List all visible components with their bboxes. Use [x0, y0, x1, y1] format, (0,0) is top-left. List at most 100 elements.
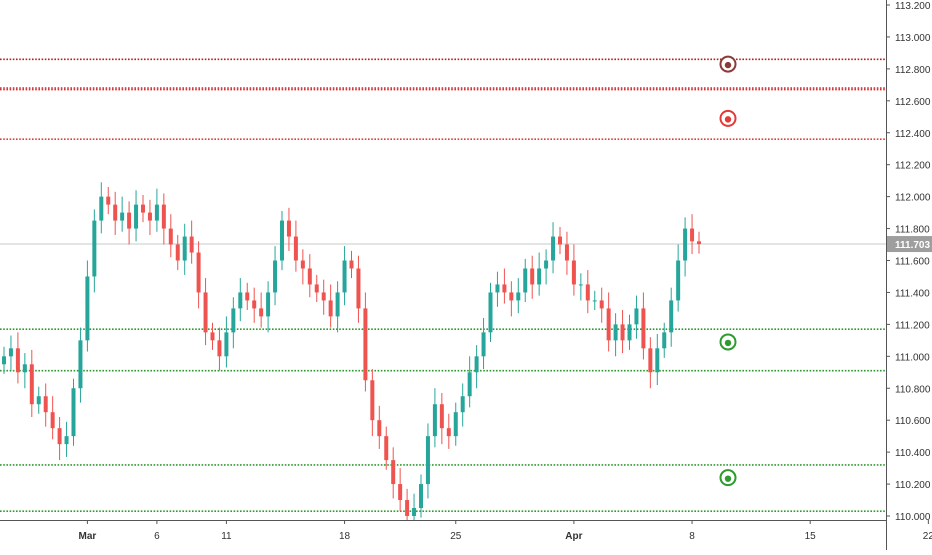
candle-body [599, 300, 604, 309]
candle [564, 231, 569, 275]
price-tick-label: 110.200 [895, 480, 931, 491]
candle [168, 214, 173, 258]
candle-body [502, 284, 507, 293]
candle [78, 327, 83, 403]
candle-body [370, 380, 375, 421]
candle [252, 287, 257, 323]
candle [2, 346, 6, 374]
candle-body [22, 364, 27, 373]
candle [189, 220, 194, 264]
candle-body [43, 396, 48, 413]
candle [134, 190, 139, 242]
candle-body [120, 212, 125, 221]
candle [467, 356, 472, 408]
candle [245, 282, 250, 311]
candle-body [2, 356, 6, 365]
candle [57, 416, 62, 461]
candle [203, 278, 208, 346]
candle [175, 234, 180, 271]
candle [71, 378, 76, 446]
candle [22, 353, 27, 389]
candles [2, 182, 701, 532]
candle-body [356, 268, 361, 309]
price-tick-label: 111.000 [895, 352, 930, 363]
candle-body [259, 308, 264, 317]
candle-body [15, 348, 20, 373]
candle [439, 393, 444, 445]
candle [530, 255, 535, 299]
time-tick-label: 18 [339, 531, 351, 542]
price-axis[interactable]: 113.200 113.000 112.800 112.600 112.400 112.2… [886, 0, 932, 550]
candle-body [606, 308, 611, 341]
candle-body [460, 396, 465, 413]
candle [495, 271, 500, 307]
candle-body [106, 196, 111, 205]
level-marker-dot [724, 339, 732, 347]
candle [446, 413, 451, 449]
candle-body [238, 292, 243, 309]
candle-body [627, 324, 632, 341]
candle-body [537, 268, 542, 285]
price-tick-label: 111.600 [895, 257, 930, 268]
candle-body [439, 404, 444, 429]
candle-body [571, 260, 576, 285]
candle [99, 182, 104, 234]
last-price-label: 111.703 [895, 240, 930, 251]
candle-body [252, 300, 257, 309]
candle [551, 222, 556, 274]
candle-body [182, 236, 187, 261]
time-tick-label: 22 [923, 531, 932, 542]
candle-body [669, 300, 674, 333]
candle-body [488, 292, 493, 333]
candle-body [342, 260, 347, 293]
candle-body [266, 292, 271, 317]
time-axis[interactable]: Mar 6 11 18 25 Apr 8 15 22 [0, 520, 932, 550]
candle [64, 421, 69, 457]
candle [690, 214, 695, 255]
price-tick-label: 112.600 [895, 97, 931, 108]
candle [683, 217, 688, 277]
horizontal-levels [0, 58, 886, 513]
candle-body [293, 236, 298, 261]
candle [592, 290, 597, 311]
candle-body [363, 308, 368, 381]
candle [266, 281, 271, 333]
candle [627, 314, 632, 350]
candle-body [377, 420, 382, 437]
candle [558, 226, 562, 255]
candle-body [36, 396, 41, 405]
candle [571, 244, 576, 296]
candle-body [655, 348, 660, 373]
price-axis-bg [886, 0, 932, 550]
candle-body [328, 300, 333, 317]
candle [537, 252, 542, 296]
price-tick-label: 110.600 [895, 416, 931, 427]
candle [231, 297, 236, 349]
candle-body [676, 260, 681, 301]
candle [634, 295, 639, 339]
candle [321, 279, 326, 315]
candle [655, 333, 660, 386]
candle [509, 281, 514, 317]
candle [391, 447, 396, 499]
candle [127, 201, 132, 245]
candle [141, 195, 145, 223]
candle-body [161, 204, 166, 229]
price-tick-label: 112.200 [895, 161, 931, 172]
candle [544, 249, 549, 285]
candle-body [147, 212, 152, 221]
candle [669, 287, 674, 347]
candle-body [509, 292, 514, 301]
price-tick-label: 113.000 [895, 33, 931, 44]
candle-body [64, 436, 69, 445]
candle-body [516, 292, 521, 301]
candle [85, 260, 90, 352]
price-tick-label: 110.800 [895, 384, 931, 395]
candle [328, 284, 333, 328]
candle [384, 426, 389, 470]
candle-body [286, 220, 291, 237]
candle-body [405, 500, 410, 516]
candle-body [585, 284, 590, 301]
candle [474, 345, 479, 389]
candle-body [175, 244, 180, 261]
